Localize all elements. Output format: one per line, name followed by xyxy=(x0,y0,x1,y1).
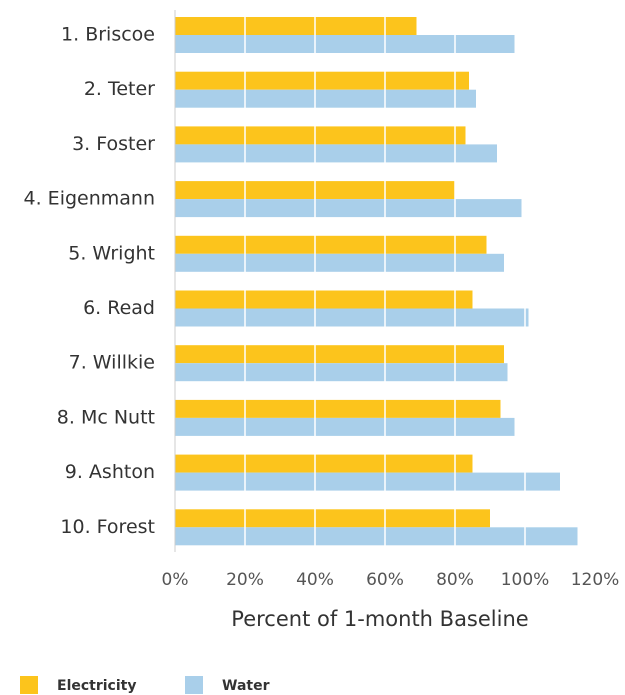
bar xyxy=(175,17,417,35)
bar xyxy=(175,89,476,108)
bar xyxy=(175,417,515,436)
bar xyxy=(175,308,529,327)
legend-swatch xyxy=(185,676,203,694)
bar xyxy=(175,345,504,364)
bar xyxy=(175,399,501,418)
x-tick-label: 40% xyxy=(296,570,334,590)
bar xyxy=(175,253,504,272)
y-tick-label: 3. Foster xyxy=(72,133,155,155)
bar xyxy=(175,290,473,309)
bar xyxy=(175,235,487,254)
x-axis-title: Percent of 1-month Baseline xyxy=(231,607,528,631)
bar xyxy=(175,472,560,491)
bar xyxy=(175,126,466,145)
x-tick-label: 60% xyxy=(366,570,404,590)
y-tick-label: 10. Forest xyxy=(60,516,155,538)
legend-swatch xyxy=(20,676,38,694)
y-tick-label: 6. Read xyxy=(83,297,155,319)
legend-label: Electricity xyxy=(57,678,136,694)
y-tick-label: 7. Willkie xyxy=(69,352,155,374)
y-tick-label: 1. Briscoe xyxy=(61,24,155,46)
bar xyxy=(175,199,522,218)
x-tick-label: 80% xyxy=(436,570,474,590)
x-tick-label: 100% xyxy=(501,570,550,590)
y-tick-label: 9. Ashton xyxy=(65,461,155,483)
x-tick-label: 0% xyxy=(162,570,189,590)
legend-label: Water xyxy=(222,678,270,694)
x-tick-label: 20% xyxy=(226,570,264,590)
y-tick-label: 5. Wright xyxy=(68,242,155,264)
bar xyxy=(175,454,473,473)
bar xyxy=(175,144,497,163)
y-tick-label: 2. Teter xyxy=(84,78,155,100)
bar xyxy=(175,35,515,53)
bar xyxy=(175,509,490,528)
y-tick-label: 4. Eigenmann xyxy=(24,188,155,210)
bar xyxy=(175,71,469,90)
x-tick-label: 120% xyxy=(571,570,620,590)
y-tick-label: 8. Mc Nutt xyxy=(57,406,155,428)
bar xyxy=(175,363,508,382)
bar xyxy=(175,527,578,546)
